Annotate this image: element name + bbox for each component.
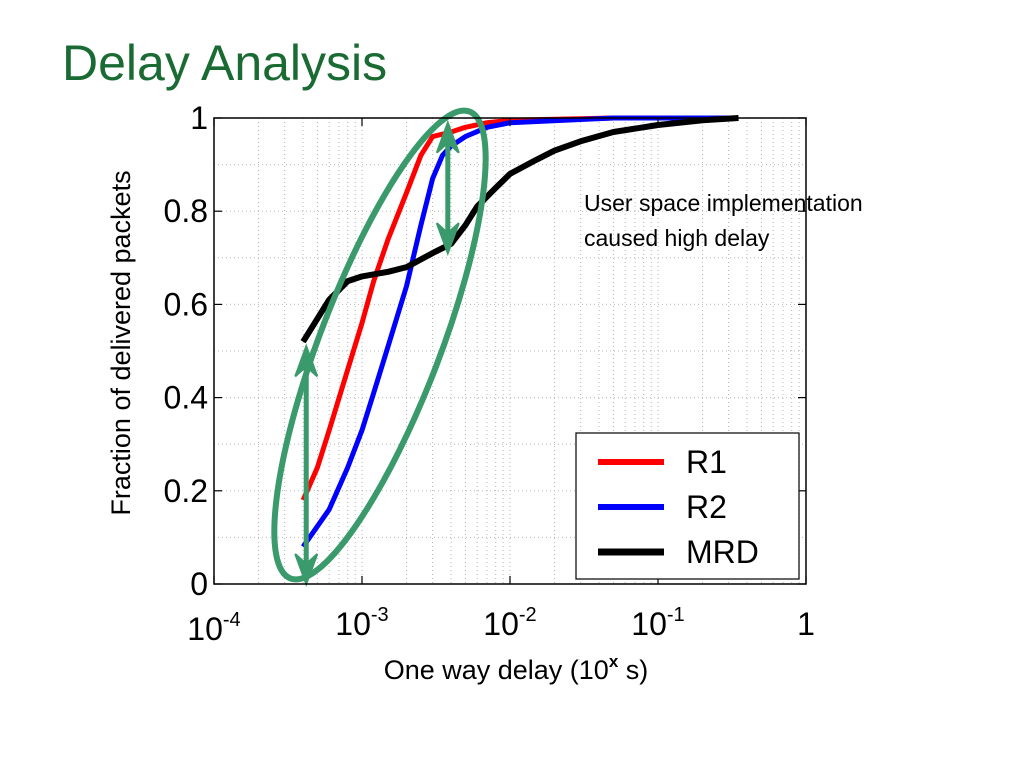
y-tick-labels: 0 0.2 0.4 0.6 0.8 1	[164, 100, 208, 602]
arrow-high-delay	[435, 119, 460, 257]
y-axis-label: Fraction of delivered packets	[106, 170, 136, 515]
page-title: Delay Analysis	[62, 35, 388, 91]
x-axis-label-prefix: One way delay (10	[384, 655, 609, 685]
annotation-line-2: caused high delay	[584, 225, 770, 251]
legend-item-mrd: MRD	[598, 534, 759, 570]
y-tick-label: 0.2	[164, 473, 208, 509]
legend-label: MRD	[686, 534, 759, 570]
series-line-mrd	[300, 115, 739, 344]
y-tick-label: 0.8	[164, 193, 208, 229]
x-tick-labels: 10-4 10-3 10-2 10-1 1	[187, 604, 815, 647]
annotation-text: User space implementation caused high de…	[584, 190, 863, 251]
series-line-r1	[300, 115, 739, 502]
legend-item-r1: R1	[598, 444, 727, 480]
series-layer	[300, 115, 739, 549]
legend-item-r2: R2	[598, 489, 727, 525]
x-axis-label-exponent: x	[609, 652, 619, 671]
y-tick-label: 0	[190, 566, 208, 602]
series-line-r2	[301, 115, 739, 549]
x-tick-label: 10-1	[631, 604, 684, 642]
highlight-ellipse	[271, 107, 489, 583]
y-tick-label: 0.4	[164, 380, 208, 416]
legend-label: R2	[686, 489, 727, 525]
x-tick-label: 10-3	[335, 604, 388, 642]
x-axis-label: One way delay (10x s)	[384, 652, 649, 685]
x-tick-label: 10-4	[187, 609, 240, 647]
highlight-annotations	[271, 107, 489, 587]
x-tick-label: 1	[797, 606, 815, 642]
legend-label: R1	[686, 444, 727, 480]
y-tick-label: 0.6	[164, 286, 208, 322]
x-tick-label: 10-2	[483, 604, 536, 642]
axis-ticks	[213, 117, 807, 585]
annotation-line-1: User space implementation	[584, 190, 863, 216]
arrow-low-delay	[294, 343, 319, 587]
y-tick-label: 1	[190, 100, 208, 136]
x-axis-label-suffix: s)	[618, 655, 648, 685]
legend: R1 R2 MRD	[575, 432, 800, 580]
